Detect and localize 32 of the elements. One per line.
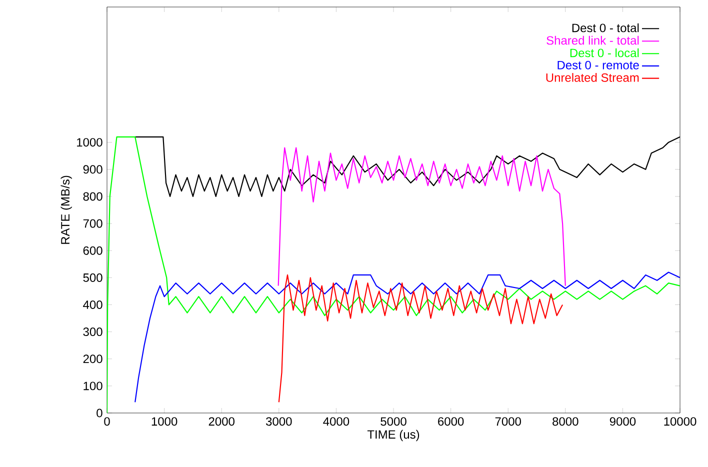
legend-label: Dest 0 - local: [570, 48, 639, 58]
y-tick-label: 600: [83, 246, 102, 255]
x-tick-label: 3000: [266, 417, 292, 426]
x-tick-label: 8000: [552, 417, 578, 426]
y-tick-label: 300: [83, 328, 102, 336]
x-axis-title: TIME (us): [367, 430, 420, 442]
y-tick-label: 400: [83, 300, 102, 309]
x-tick-label: 7000: [495, 417, 521, 426]
x-tick-label: 1000: [152, 417, 178, 426]
x-tick-label: 9000: [610, 417, 636, 426]
y-tick-label: 0: [96, 408, 102, 418]
legend-label: Shared link - total: [546, 36, 639, 45]
y-tick-label: 1000: [77, 138, 102, 147]
legend-label: Dest 0 - total: [572, 23, 639, 32]
y-tick-label: 700: [83, 219, 102, 228]
x-tick-label: 4000: [323, 417, 350, 426]
y-tick-label: 900: [83, 165, 102, 174]
line-series: [278, 147, 566, 286]
y-tick-label: 200: [83, 354, 102, 364]
y-tick-label: 100: [84, 382, 102, 390]
y-axis-title: RATE (MB/s): [60, 176, 72, 244]
line-series: [134, 272, 680, 403]
y-tick-label: 800: [83, 192, 102, 201]
legend-label: Unrelated Stream: [546, 73, 639, 82]
x-tick-label: 5000: [380, 417, 406, 426]
legend-label: Dest 0 - remote: [558, 60, 639, 70]
x-tick-label: 10000: [664, 417, 696, 426]
x-tick-label: 0: [104, 417, 110, 426]
x-tick-label: 2000: [208, 417, 234, 426]
line-series: [278, 274, 564, 403]
x-tick-label: 6000: [438, 417, 464, 426]
y-tick-label: 500: [83, 273, 102, 282]
